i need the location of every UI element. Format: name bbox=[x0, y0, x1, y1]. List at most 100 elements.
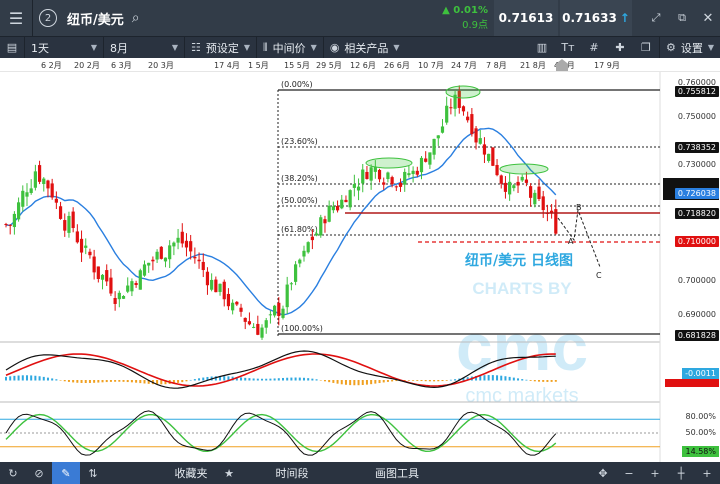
macd-histogram-bar bbox=[126, 380, 129, 383]
price-chart[interactable]: CHARTS BY cmc cmc markets (0.00%) (23.60%… bbox=[0, 72, 720, 476]
macd-histogram-bar bbox=[235, 377, 238, 381]
candle-body bbox=[75, 231, 79, 243]
candle-body bbox=[487, 153, 491, 161]
candle-body bbox=[252, 326, 256, 328]
related-select[interactable]: ◉ 相关产品 ▼ bbox=[324, 37, 406, 59]
macd-histogram-bar bbox=[298, 377, 301, 381]
preset-select[interactable]: ☷ 预设定 ▼ bbox=[185, 37, 256, 59]
bid-price-box[interactable]: 0.71613 bbox=[494, 0, 558, 36]
symbol-title[interactable]: 纽币/美元 bbox=[67, 12, 124, 28]
candle-body bbox=[327, 205, 331, 222]
close-icon[interactable]: ✕ bbox=[702, 10, 714, 26]
candle-body bbox=[121, 295, 126, 299]
time-axis: 6 2月 20 2月 6 3月 20 3月 17 4月 1 5月 15 5月 29 5月 12 … bbox=[0, 58, 720, 72]
candle-body bbox=[331, 206, 335, 211]
candle-body bbox=[537, 186, 541, 200]
arrows-icon[interactable]: ⇅ bbox=[88, 466, 98, 480]
refresh-icon[interactable]: ↻ bbox=[8, 466, 18, 480]
candle-body bbox=[222, 281, 226, 300]
highlight-ellipse bbox=[499, 163, 549, 175]
candle-body bbox=[264, 320, 268, 328]
star-icon[interactable]: ★ bbox=[224, 466, 234, 480]
time-axis-label: 29 5月 bbox=[316, 61, 342, 70]
macd-histogram-bar bbox=[479, 375, 482, 381]
plus-icon[interactable]: + bbox=[702, 466, 712, 480]
price-type-select[interactable]: ⫴ 中间价 ▼ bbox=[257, 37, 323, 59]
list-icon[interactable]: ▤ bbox=[6, 41, 18, 54]
interval-select[interactable]: 1天 ▼ bbox=[25, 37, 103, 59]
time-axis-label: 26 6月 bbox=[384, 61, 410, 70]
macd-histogram-bar bbox=[395, 380, 398, 382]
zoom-out-icon[interactable]: − bbox=[624, 466, 634, 480]
macd-histogram-bar bbox=[193, 379, 196, 381]
fibonacci-retracement[interactable]: (0.00%) (23.60%) (38.20%) (50.00%) (61.80%) (… bbox=[277, 80, 660, 336]
expand-icon[interactable]: ⤢ bbox=[651, 11, 661, 24]
candle-body bbox=[512, 185, 516, 189]
search-icon[interactable]: ⌕ bbox=[131, 10, 140, 26]
timeframe-button[interactable]: 时间段 bbox=[275, 467, 309, 480]
macd-histogram-bar bbox=[286, 377, 289, 381]
time-cursor-marker[interactable] bbox=[556, 59, 568, 71]
favorites-button[interactable]: 收藏夹 bbox=[174, 467, 208, 480]
macd-histogram-bar bbox=[252, 378, 255, 381]
macd-histogram-bar bbox=[302, 377, 305, 381]
price-tag-high: 0.755812 bbox=[674, 86, 719, 97]
watermark-logo: cmc bbox=[456, 310, 588, 384]
fib-level-label: (38.20%) bbox=[281, 174, 318, 183]
time-axis-label: 10 7月 bbox=[418, 61, 444, 70]
crosshair-icon[interactable]: ✚ bbox=[615, 41, 625, 54]
grid-icon[interactable]: # bbox=[589, 41, 599, 54]
stoch-axis: 80.00% 50.00% 14.58% bbox=[660, 404, 720, 462]
candle-body bbox=[67, 215, 71, 233]
no-symbol-icon[interactable]: ⊘ bbox=[34, 466, 44, 480]
macd-histogram-bar bbox=[17, 375, 20, 381]
macd-histogram-bar bbox=[59, 380, 62, 381]
candle-body bbox=[163, 257, 168, 262]
macd-histogram-bar bbox=[538, 380, 541, 382]
chevron-down-icon: ▼ bbox=[243, 43, 251, 52]
drawing-tools-button[interactable]: 画图工具 bbox=[375, 467, 419, 480]
macd-histogram-bar bbox=[38, 376, 41, 381]
ask-price-box[interactable]: 0.71633 ↑ bbox=[560, 0, 632, 36]
candle-body bbox=[8, 224, 12, 226]
macd-histogram-bar bbox=[462, 377, 465, 381]
macd-histogram-bar bbox=[214, 376, 217, 381]
settings-button[interactable]: ⚙ 设置 ▼ bbox=[660, 37, 720, 59]
price-axis-label: 0.750000 bbox=[677, 112, 716, 121]
menu-icon[interactable]: ☰ bbox=[8, 8, 24, 28]
candle-body bbox=[117, 292, 121, 300]
top-bar: ☰ 2 纽币/美元 ⌕ ▲ 0.01% 0.9点 0.71613 0.71633… bbox=[0, 0, 720, 36]
candle-body bbox=[218, 283, 222, 292]
text-size-icon[interactable]: Tт bbox=[561, 41, 575, 54]
macd-histogram-bar bbox=[76, 380, 79, 383]
range-select[interactable]: 8月 ▼ bbox=[104, 37, 184, 59]
candle-body bbox=[478, 138, 482, 144]
table-icon[interactable]: ▥ bbox=[536, 41, 548, 54]
macd-histogram-bar bbox=[332, 380, 335, 383]
candle-body bbox=[285, 284, 289, 308]
macd-histogram-bar bbox=[282, 377, 284, 381]
candle-body bbox=[214, 279, 218, 293]
macd-histogram-bar bbox=[160, 380, 163, 385]
candle-body bbox=[352, 184, 356, 188]
macd-histogram-bar bbox=[34, 375, 37, 381]
moving-average-line bbox=[5, 127, 557, 316]
crosshair-icon[interactable]: ┼ bbox=[677, 466, 685, 480]
candle-body bbox=[113, 297, 117, 304]
candle-body bbox=[176, 237, 180, 243]
zoom-in-icon[interactable]: + bbox=[650, 466, 660, 480]
macd-histogram-bar bbox=[445, 380, 448, 381]
fib-level-label: (0.00%) bbox=[281, 80, 313, 89]
candle-body bbox=[96, 266, 100, 279]
macd-histogram-bar bbox=[491, 375, 494, 381]
tab-number-badge[interactable]: 2 bbox=[33, 0, 63, 36]
move-icon[interactable]: ✥ bbox=[598, 466, 608, 480]
time-axis-label: 1 5月 bbox=[248, 61, 269, 70]
pen-icon[interactable]: ✎ bbox=[52, 462, 80, 484]
price-axis-label: 0.690000 bbox=[677, 310, 716, 319]
windows-icon[interactable]: ❐ bbox=[641, 41, 651, 54]
popout-icon[interactable]: ⧉ bbox=[678, 11, 686, 24]
macd-histogram-bar bbox=[319, 380, 322, 381]
macd-histogram-bar bbox=[344, 380, 347, 385]
macd-histogram-bar bbox=[143, 380, 146, 384]
